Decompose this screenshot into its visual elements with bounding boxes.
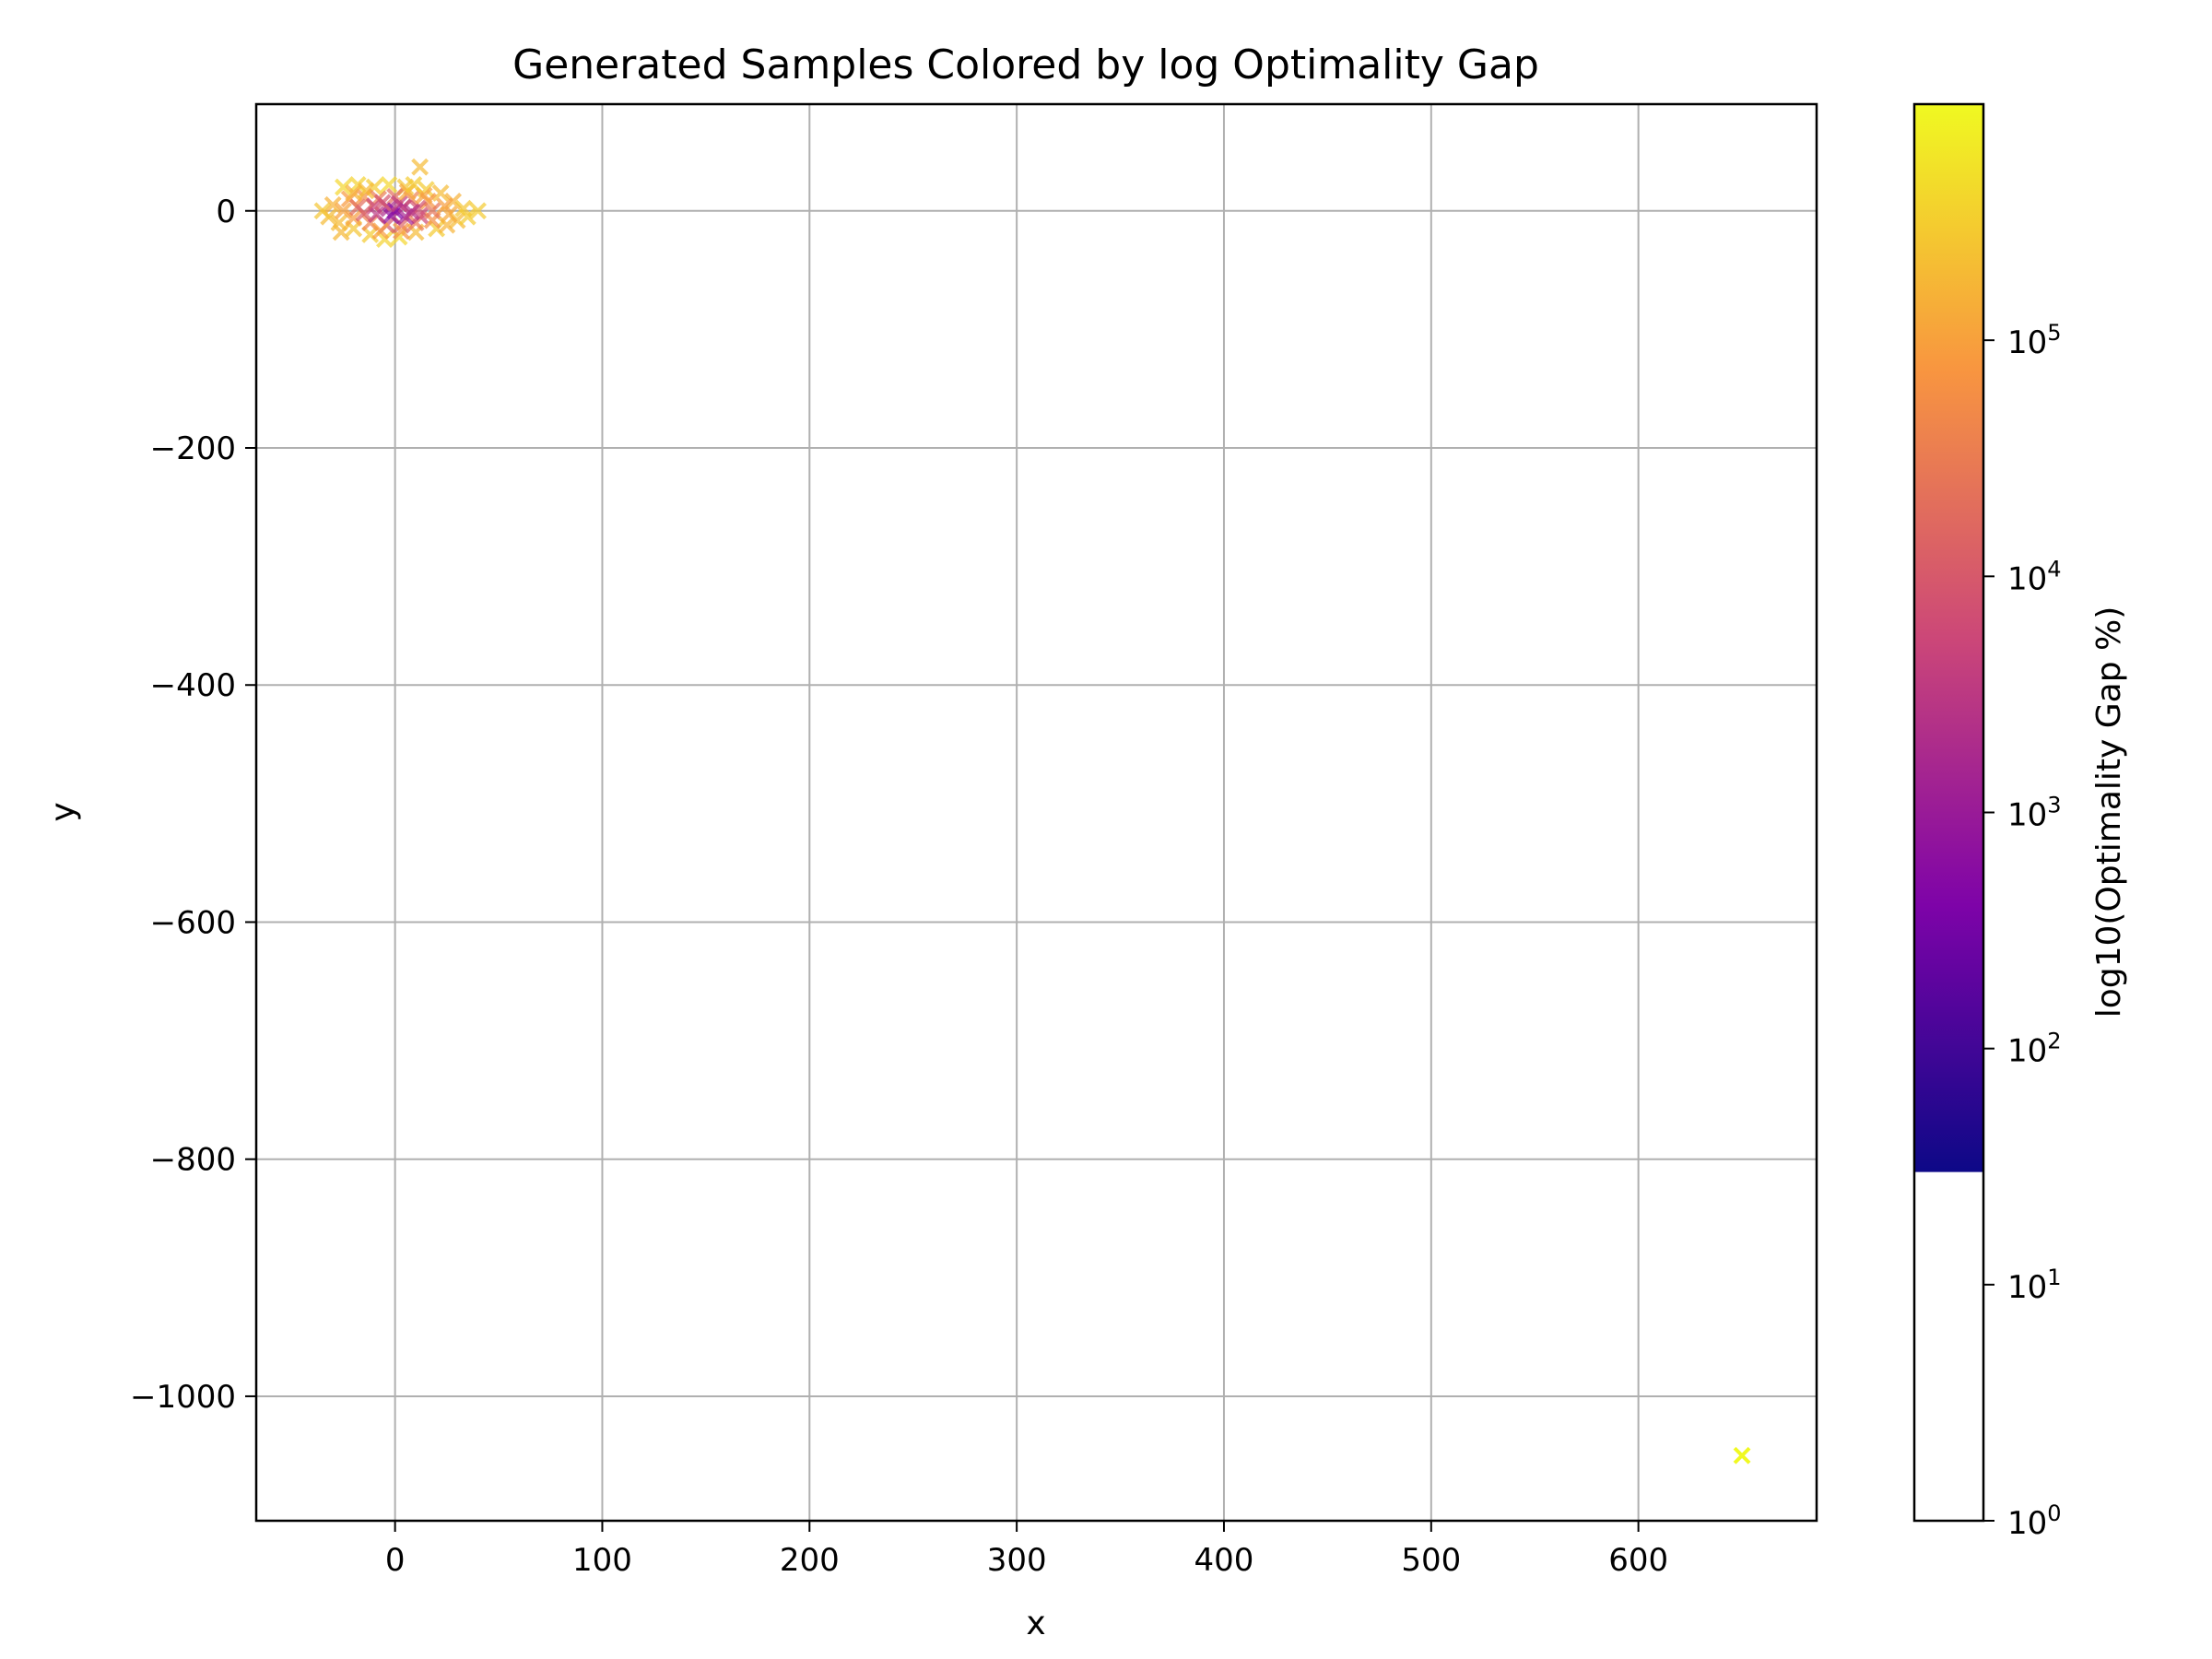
colorbar-label: log10(Optimality Gap %) bbox=[2090, 606, 2128, 1018]
scatter-point bbox=[403, 203, 421, 221]
scatter-point bbox=[411, 158, 429, 176]
scatter-point bbox=[355, 204, 373, 222]
scatter-point bbox=[390, 194, 408, 213]
scatter-point bbox=[373, 194, 392, 212]
scatter-point bbox=[345, 184, 363, 202]
colorbar-ticks: 100 101 102 103 104 105 bbox=[1983, 320, 2062, 1542]
y-axis-label: y bbox=[44, 802, 82, 821]
scatter-point bbox=[444, 193, 463, 210]
x-tick-label: 200 bbox=[780, 1542, 840, 1579]
scatter-point bbox=[454, 199, 473, 218]
y-tick-label: −1000 bbox=[130, 1379, 236, 1416]
x-tick-label: 600 bbox=[1608, 1542, 1668, 1579]
scatter-point bbox=[405, 176, 423, 194]
x-tick-label: 400 bbox=[1194, 1542, 1254, 1579]
colorbar: 100 101 102 103 104 105 log10(Optimality Gap … bbox=[1912, 102, 2128, 1542]
colorbar-tick-label: 101 bbox=[2007, 1265, 2062, 1306]
y-tick-label: 0 bbox=[216, 194, 236, 230]
scatter-point bbox=[335, 202, 352, 220]
scatter-point bbox=[431, 184, 450, 202]
scatter-point bbox=[1733, 1446, 1751, 1465]
scatter-points bbox=[313, 158, 1751, 1465]
scatter-point bbox=[345, 209, 363, 227]
x-tick-label: 0 bbox=[385, 1542, 406, 1579]
scatter-point bbox=[392, 222, 410, 241]
x-tick-label: 100 bbox=[572, 1542, 632, 1579]
y-tick-label: −400 bbox=[150, 667, 236, 704]
colorbar-tick-label: 102 bbox=[2007, 1029, 2062, 1070]
scatter-point bbox=[469, 202, 487, 220]
scatter-point bbox=[428, 219, 446, 238]
scatter-point bbox=[313, 202, 332, 220]
scatter-point bbox=[371, 222, 390, 241]
scatter-point bbox=[380, 176, 398, 194]
y-tick-label: −200 bbox=[150, 430, 236, 467]
colorbar-tick-label: 103 bbox=[2007, 793, 2062, 834]
y-tick-label: −800 bbox=[150, 1142, 236, 1179]
scatter-point bbox=[332, 223, 350, 241]
grid bbox=[256, 104, 1817, 1521]
y-axis-ticks: 0 −200 −400 −600 −800 −1000 bbox=[130, 194, 256, 1416]
x-tick-label: 500 bbox=[1401, 1542, 1461, 1579]
colorbar-gradient bbox=[1914, 104, 1983, 1172]
scatter-point bbox=[324, 195, 342, 214]
scatter-point bbox=[438, 216, 456, 234]
colorbar-tick-label: 100 bbox=[2007, 1500, 2062, 1542]
y-tick-label: −600 bbox=[150, 904, 236, 941]
scatter-point bbox=[423, 202, 441, 220]
x-axis-ticks: 0 100 200 300 400 500 600 bbox=[385, 1521, 1668, 1579]
scatter-point bbox=[458, 207, 477, 226]
x-axis-label: x bbox=[1026, 1605, 1045, 1642]
x-tick-label: 300 bbox=[987, 1542, 1047, 1579]
colorbar-tick-label: 105 bbox=[2007, 320, 2062, 361]
scatter-point bbox=[436, 197, 454, 216]
colorbar-tick-label: 104 bbox=[2007, 556, 2062, 597]
chart-title: Generated Samples Colored by log Optimal… bbox=[512, 41, 1539, 88]
scatter-point bbox=[357, 182, 375, 200]
scatter-point bbox=[375, 230, 394, 249]
scatter-point bbox=[335, 178, 352, 196]
plot-frame bbox=[254, 102, 1818, 1523]
